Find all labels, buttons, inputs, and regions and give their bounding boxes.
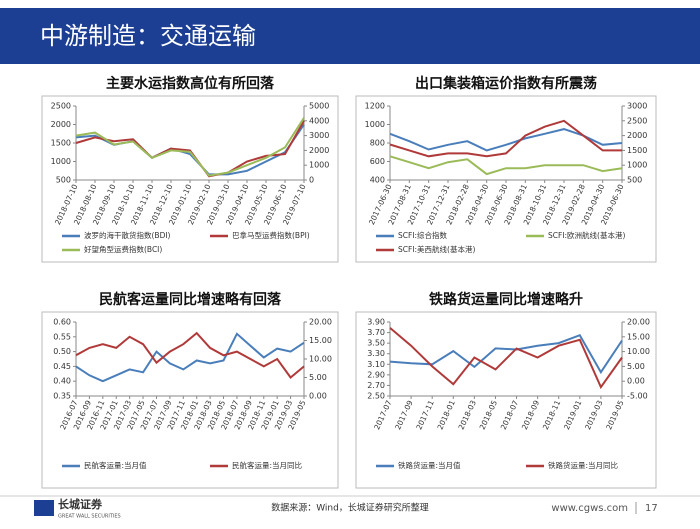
y-tick-label: 3.90 [367,318,385,327]
y2-tick-label: 15.00 [309,336,332,345]
legend-label: SCFI:综合指数 [398,230,448,240]
y-tick-label: 1200 [365,102,385,111]
panel-border [355,311,657,489]
y-tick-label: 3.50 [367,339,385,348]
header-band [0,8,700,64]
logo-en: GREAT WALL SECURITIES [58,514,121,520]
legend-label: 民航客运量:当月值 [84,460,147,470]
y-tick-label: 0.60 [53,318,71,327]
y2-tick-label: 4000 [309,116,329,125]
y-tick-label: 3.70 [367,328,385,337]
y2-tick-label: 0 [309,176,314,185]
y2-tick-label: 15.00 [627,332,650,341]
y-tick-label: 0.35 [53,392,71,401]
y-tick-label: 0.40 [53,377,71,386]
series-line [75,331,305,379]
y2-tick-label: 500 [627,176,642,185]
y2-tick-label: 10.00 [309,355,332,364]
y2-tick-label: 1000 [627,161,647,170]
chart-title: 铁路货运量同比增速略升 [429,291,583,308]
legend-label: 铁路货运量:当月同比 [548,460,619,470]
y2-tick-label: 1000 [309,161,329,170]
page-number: 17 [645,503,658,514]
y-tick-label: 3.10 [367,360,385,369]
y2-tick-label: 3000 [627,102,647,111]
chart-title: 主要水运指数高位有所回落 [106,75,275,92]
panel-border [41,311,339,489]
y-tick-label: 600 [370,157,385,166]
legend-label: 铁路货运量:当月值 [398,460,461,470]
legend-label: 好望角型运费指数(BCI) [84,244,162,254]
legend-label: SCFI:欧洲航线(基本港) [548,230,625,240]
y2-tick-label: 20.00 [627,318,650,327]
y2-tick-label: 2000 [627,131,647,140]
y2-tick-label: -5.00 [627,392,648,401]
chart-title: 民航客运量同比增速略有回落 [99,291,282,308]
y2-tick-label: 20.00 [309,318,332,327]
y-tick-label: 400 [370,176,385,185]
y-tick-label: 0.45 [53,362,71,371]
y-tick-label: 2.70 [367,381,385,390]
series-line [75,332,305,383]
y2-tick-label: 3000 [309,131,329,140]
legend-label: 波罗的海干散货指数(BDI) [84,230,171,240]
legend-label: 巴拿马型运费指数(BPI) [232,230,310,240]
y-tick-label: 800 [370,139,385,148]
y-tick-label: 0.50 [53,347,71,356]
y-tick-label: 2.90 [367,370,385,379]
y-tick-label: 500 [56,176,71,185]
y2-tick-label: 5.00 [309,373,327,382]
y-tick-label: 3.30 [367,349,385,358]
legend-label: SCFI:美西航线(基本港) [398,244,475,254]
series-line [389,155,623,176]
y-tick-label: 1500 [51,139,71,148]
panel-border [355,95,657,263]
series-line [75,120,305,178]
source: 数据来源：Wind，长城证券研究所整理 [271,502,429,514]
y-tick-label: 1000 [51,157,71,166]
y2-tick-label: 5000 [309,102,329,111]
y2-tick-label: 2500 [627,116,647,125]
series-line [389,327,623,390]
legend-label: 民航客运量:当月同比 [232,460,303,470]
y2-tick-label: 0.00 [627,377,645,386]
y-tick-label: 1000 [365,120,385,129]
chart-title: 出口集装箱运价指数有所震荡 [415,75,597,92]
y2-tick-label: 1500 [627,146,647,155]
y-tick-label: 2.50 [367,392,385,401]
y2-tick-label: 10.00 [627,347,650,356]
y2-tick-label: 5.00 [627,362,645,371]
logo-icon [34,500,54,516]
y-tick-label: 2000 [51,120,71,129]
panel-border [41,95,339,263]
logo-text: 长城证券 [58,497,103,511]
y-tick-label: 2500 [51,102,71,111]
series-line [389,119,622,158]
y2-tick-label: 0.00 [309,392,327,401]
y-tick-label: 0.55 [53,332,71,341]
y2-tick-label: 2000 [309,146,329,155]
website: www.cgws.com [551,503,628,514]
series-line [75,117,305,177]
header-title: 中游制造：交通运输 [40,22,256,50]
